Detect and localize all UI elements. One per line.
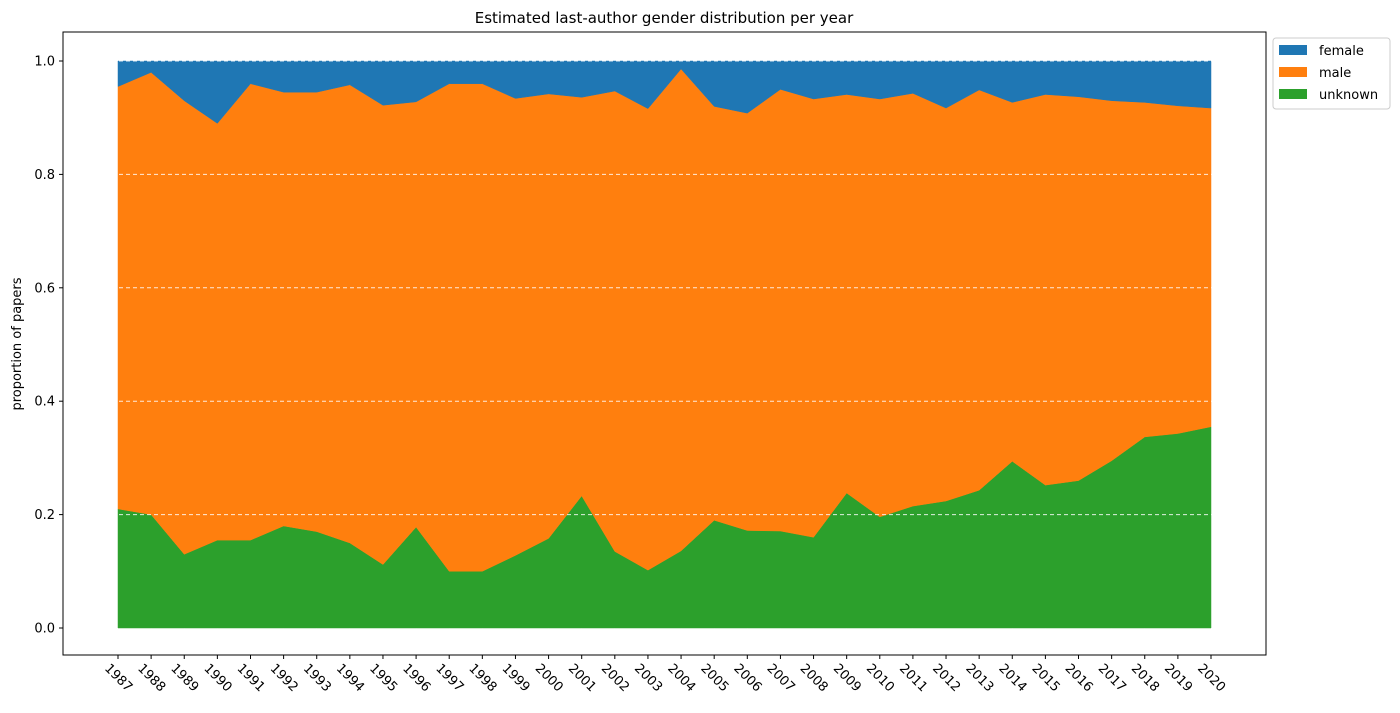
- y-tick-label: 1.0: [34, 55, 55, 70]
- x-tick-label: 2020: [1194, 661, 1228, 695]
- area-layer: [117, 60, 1212, 629]
- x-tick-label: 2010: [863, 661, 897, 695]
- x-tick-label: 1990: [201, 661, 235, 695]
- x-tick-label: 2014: [995, 661, 1029, 695]
- chart-title: Estimated last-author gender distributio…: [475, 9, 854, 27]
- x-tick-label: 1989: [167, 661, 201, 695]
- x-tick-label: 2018: [1128, 661, 1162, 695]
- x-tick-label: 2009: [830, 661, 864, 695]
- x-tick-label: 2016: [1062, 661, 1096, 695]
- x-tick-label: 2006: [730, 661, 764, 695]
- legend-swatch-female: [1279, 45, 1307, 55]
- x-tick-label: 1987: [101, 661, 135, 695]
- legend-label-male: male: [1319, 66, 1351, 81]
- x-tick-label: 1994: [333, 661, 367, 695]
- x-tick-label: 2011: [896, 661, 930, 695]
- x-tick-label: 2003: [631, 661, 665, 695]
- x-tick-label: 2019: [1161, 661, 1195, 695]
- legend-label-female: female: [1319, 44, 1364, 59]
- x-axis: 1987 1988 1989 1990 1991 1992 1993 1994 1995 1996…: [101, 655, 1228, 695]
- x-tick-label: 2001: [565, 661, 599, 695]
- legend-label-unknown: unknown: [1319, 88, 1378, 103]
- y-tick-label: 0.4: [34, 395, 55, 410]
- x-tick-label: 2005: [697, 661, 731, 695]
- x-tick-label: 1998: [465, 661, 499, 695]
- x-tick-label: 1995: [366, 661, 400, 695]
- legend: female male unknown: [1272, 37, 1391, 110]
- x-tick-label: 1999: [499, 661, 533, 695]
- x-tick-label: 2000: [532, 661, 566, 695]
- x-tick-label: 1988: [134, 661, 168, 695]
- y-axis: 0.0 0.2 0.4 0.6 0.8 1.0: [34, 55, 63, 637]
- x-tick-label: 1992: [267, 661, 301, 695]
- x-tick-label: 2004: [664, 661, 698, 695]
- x-tick-label: 1993: [300, 661, 334, 695]
- y-tick-label: 0.2: [34, 508, 55, 523]
- grid-layer: [63, 60, 1266, 516]
- y-tick-label: 0.8: [34, 168, 55, 183]
- x-tick-label: 2008: [797, 661, 831, 695]
- y-tick-label: 0.0: [34, 622, 55, 637]
- x-tick-label: 2007: [764, 661, 798, 695]
- x-tick-label: 2012: [929, 661, 963, 695]
- x-tick-label: 2017: [1095, 661, 1129, 695]
- y-tick-label: 0.6: [34, 281, 55, 296]
- y-axis-label: proportion of papers: [10, 277, 25, 410]
- x-tick-label: 1996: [399, 661, 433, 695]
- legend-swatch-unknown: [1279, 89, 1307, 99]
- x-tick-label: 1991: [234, 661, 268, 695]
- plot-frame: [62, 31, 1267, 656]
- x-tick-label: 2002: [598, 661, 632, 695]
- x-tick-label: 2013: [962, 661, 996, 695]
- legend-swatch-male: [1279, 67, 1307, 77]
- x-tick-label: 1997: [432, 661, 466, 695]
- x-tick-label: 2015: [1029, 661, 1063, 695]
